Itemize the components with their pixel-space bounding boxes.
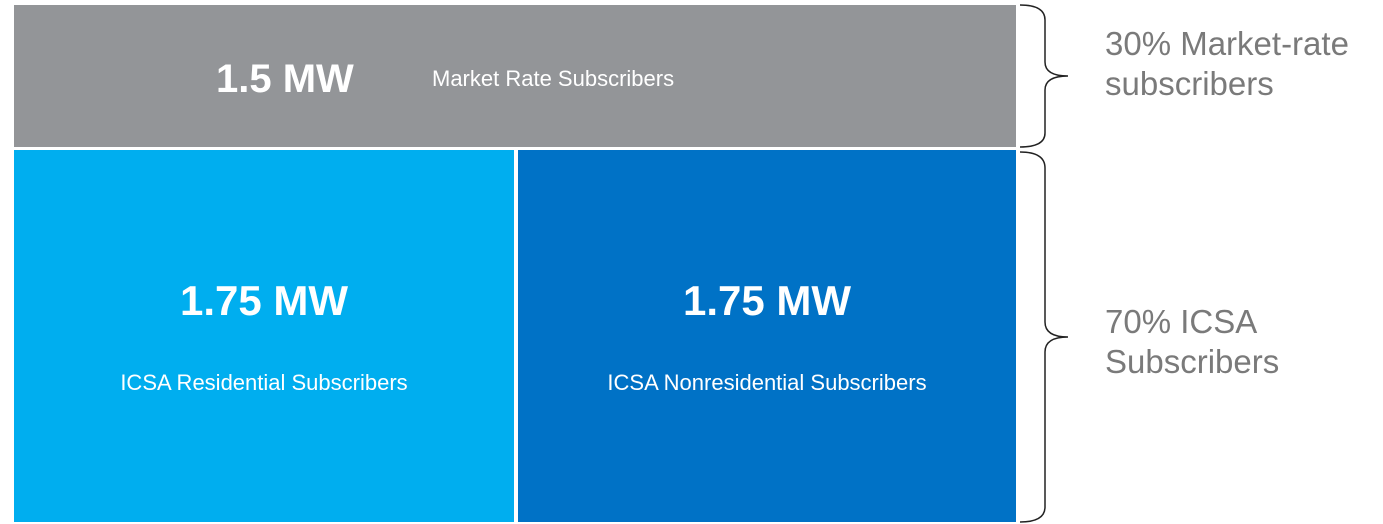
brace xyxy=(1019,151,1069,523)
block-label: Market Rate Subscribers xyxy=(432,66,675,91)
nonresidential-block: 1.75 MW ICSA Nonresidential Subscribers xyxy=(518,150,1016,522)
market-rate-block: 1.5 MW Market Rate Subscribers xyxy=(14,5,1016,147)
residential-block: 1.75 MW ICSA Residential Subscribers xyxy=(14,150,514,522)
block-label: ICSA Residential Subscribers xyxy=(120,370,408,395)
block-value: 1.5 MW xyxy=(216,57,354,101)
block-value: 1.75 MW xyxy=(179,277,349,324)
block-value: 1.75 MW xyxy=(682,277,852,324)
bracket-line: subscribers xyxy=(1105,65,1274,102)
bracket-text: 30% Market-rate subscribers xyxy=(1105,24,1349,104)
bracket-line: Subscribers xyxy=(1105,343,1280,380)
block-label: ICSA Nonresidential Subscribers xyxy=(607,370,927,395)
bracket-line: 30% Market-rate xyxy=(1105,25,1349,62)
bracket-line: 70% ICSA xyxy=(1105,303,1258,340)
brace xyxy=(1019,4,1069,148)
bracket-text: 70% ICSA Subscribers xyxy=(1105,302,1279,382)
